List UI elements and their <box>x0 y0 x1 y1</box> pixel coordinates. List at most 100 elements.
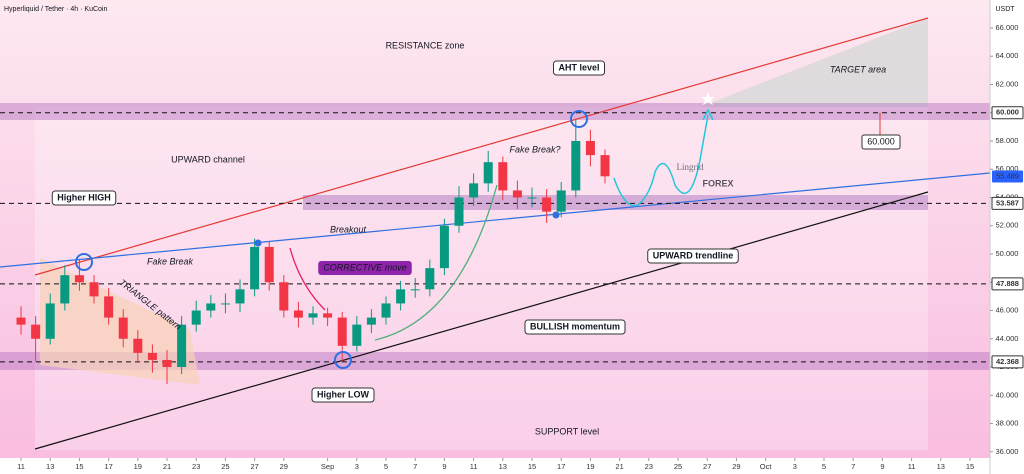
level-label: 60.000 <box>996 108 1019 117</box>
x-tick-label: 13 <box>937 462 945 471</box>
candle-body <box>133 338 143 353</box>
candle-body <box>469 183 479 198</box>
pivot-circle <box>570 110 588 128</box>
candle-body <box>527 197 537 199</box>
x-tick-label: 9 <box>880 462 884 471</box>
pivot-circle <box>334 351 352 369</box>
annotation-box <box>552 60 606 76</box>
x-tick-label: 13 <box>46 462 54 471</box>
annotation: BULLISH momentum <box>530 321 620 331</box>
candle-body <box>264 246 274 283</box>
x-tick-label: 27 <box>703 462 711 471</box>
y-tick-label: 64.000 <box>996 51 1019 60</box>
candle-body <box>206 303 216 311</box>
x-tick-label: 15 <box>75 462 83 471</box>
pivot-circle <box>75 253 93 271</box>
x-tick-label: 15 <box>966 462 974 471</box>
candle-body <box>308 313 318 318</box>
resistance-band <box>0 103 990 120</box>
x-tick-label: 11 <box>470 462 478 471</box>
y-tick-label: 56.000 <box>996 164 1019 173</box>
callout-box <box>861 134 901 150</box>
x-tick-label: 29 <box>280 462 288 471</box>
candle-body <box>235 289 245 304</box>
candle-body <box>600 155 610 177</box>
annotation: SUPPORT level <box>535 426 599 436</box>
candle-body <box>352 324 362 346</box>
annotation: Fake Break <box>147 256 194 266</box>
annotation-box <box>318 261 412 275</box>
candle-body <box>571 140 581 191</box>
candle-body <box>542 197 552 212</box>
x-tick-label: Oct <box>760 462 773 471</box>
x-tick-label: 25 <box>674 462 682 471</box>
time-axis <box>0 458 990 474</box>
watermark: Lingrid <box>677 162 704 172</box>
watermark: FOREX <box>702 178 733 188</box>
y-tick-label: 44.000 <box>996 334 1019 343</box>
candle-body <box>16 317 26 325</box>
candle-body <box>220 303 230 305</box>
candle-body <box>396 289 406 304</box>
star-icon <box>701 92 715 105</box>
annotation-box <box>647 248 739 264</box>
y-tick-label: 38.000 <box>996 419 1019 428</box>
symbol-header: Hyperliquid / Tether · 4h · KuCoin <box>4 6 107 13</box>
candle-body <box>177 324 187 368</box>
annotation-box <box>524 319 626 335</box>
x-tick-label: 5 <box>822 462 826 471</box>
candle-body <box>483 162 493 184</box>
annotation: Higher HIGH <box>57 192 111 202</box>
candle-body <box>45 303 55 339</box>
x-tick-label: 29 <box>732 462 740 471</box>
candle-body <box>425 268 435 290</box>
y-tick-label: 66.000 <box>996 23 1019 32</box>
support-line <box>34 191 929 450</box>
candle-body <box>104 296 114 318</box>
candle-body <box>60 275 70 304</box>
candle-body <box>118 317 128 339</box>
x-tick-label: 7 <box>413 462 417 471</box>
annotation: Breakout <box>330 224 367 234</box>
x-tick-label: 9 <box>442 462 446 471</box>
callout-label: 60.000 <box>867 136 895 146</box>
annotation-box <box>51 190 117 206</box>
candle-body <box>381 303 391 318</box>
x-tick-label: 3 <box>793 462 797 471</box>
candle-body <box>89 282 99 297</box>
projection-arrow <box>702 108 714 121</box>
candle-body <box>585 140 595 156</box>
level-label-box <box>991 355 1024 369</box>
candle-body <box>337 317 347 346</box>
y-tick-label: 46.000 <box>996 305 1019 314</box>
x-tick-label: 11 <box>908 462 916 471</box>
level-label-box <box>991 196 1024 210</box>
x-tick-label: 13 <box>499 462 507 471</box>
annotation: Higher LOW <box>317 389 370 399</box>
candle-body <box>74 275 84 283</box>
corrective-arrow <box>289 247 326 311</box>
y-tick-label: 36.000 <box>996 447 1019 456</box>
x-tick-label: 17 <box>557 462 565 471</box>
level-label-box <box>991 106 1024 120</box>
momentum-arrow <box>374 184 498 341</box>
x-tick-label: 21 <box>615 462 623 471</box>
candle-body <box>410 289 420 291</box>
annotation: UPWARD trendline <box>653 250 734 260</box>
x-tick-label: 27 <box>250 462 258 471</box>
candle-body <box>147 352 157 360</box>
candle-body <box>279 282 289 311</box>
x-tick-label: 17 <box>104 462 112 471</box>
y-tick-label: 58.000 <box>996 136 1019 145</box>
x-tick-label: 5 <box>384 462 388 471</box>
annotation: RESISTANCE zone <box>386 40 465 50</box>
annotation-box <box>311 387 375 403</box>
annotation: AHT level <box>558 62 599 72</box>
candle-body <box>250 246 260 290</box>
low-band <box>0 352 990 370</box>
candle-body <box>293 310 303 318</box>
resistance-line <box>34 17 929 276</box>
upward-trendline <box>0 172 991 268</box>
x-tick-label: 3 <box>355 462 359 471</box>
last-price-box <box>992 170 1023 183</box>
